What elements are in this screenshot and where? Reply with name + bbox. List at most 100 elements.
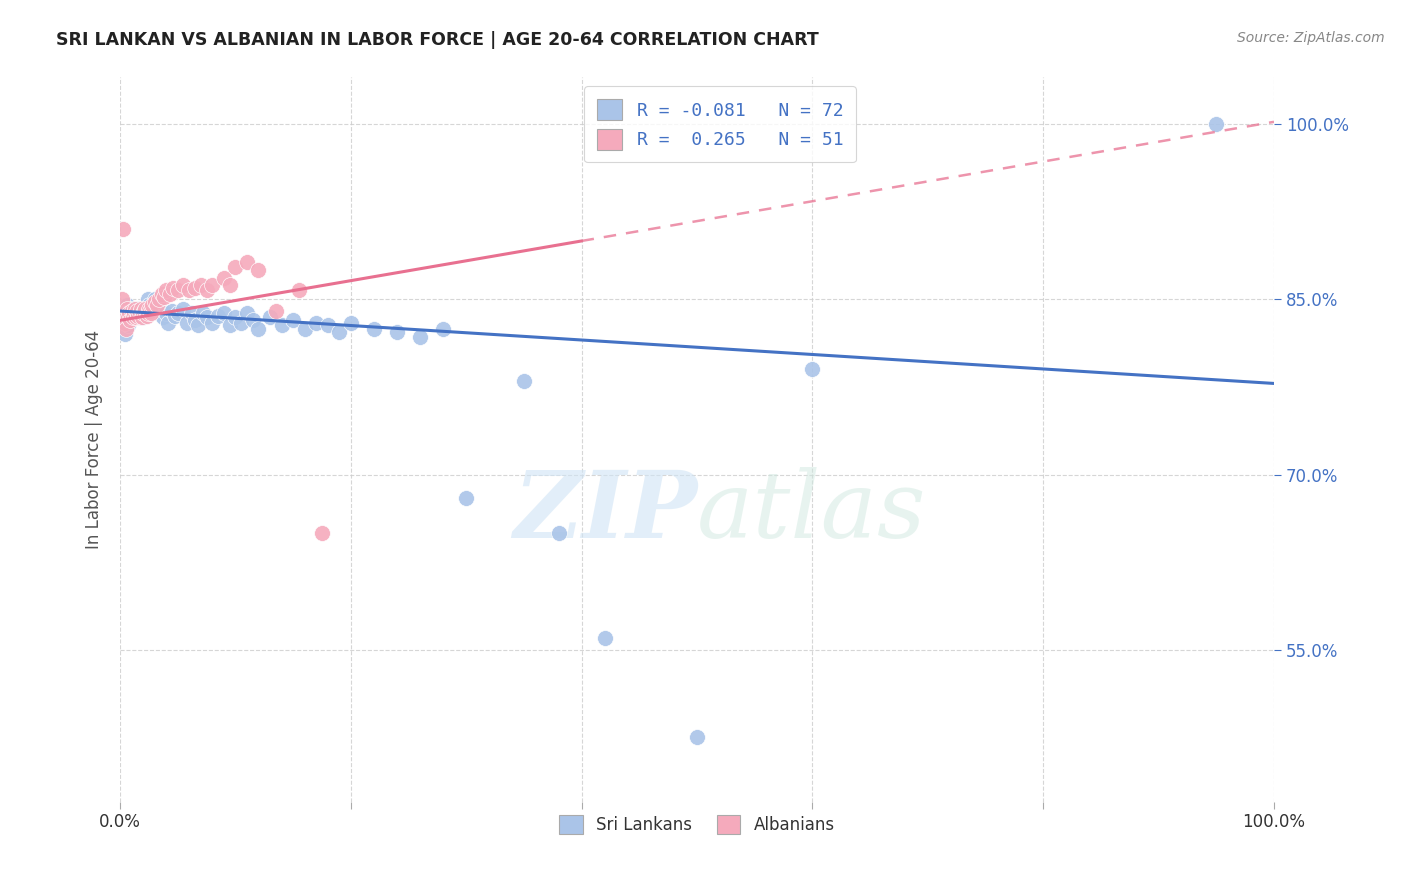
Point	[432, 321, 454, 335]
Point	[288, 283, 311, 297]
Point	[195, 310, 218, 324]
Point	[122, 310, 145, 324]
Point	[218, 318, 240, 332]
Point	[247, 263, 270, 277]
Point	[127, 306, 149, 320]
Point	[155, 283, 177, 297]
Point	[328, 325, 350, 339]
Point	[339, 316, 361, 330]
Point	[129, 304, 152, 318]
Point	[176, 316, 198, 330]
Point	[172, 301, 194, 316]
Point	[131, 310, 153, 324]
Point	[115, 298, 138, 312]
Point	[141, 298, 163, 312]
Point	[316, 318, 339, 332]
Point	[165, 309, 187, 323]
Point	[179, 283, 201, 297]
Point	[134, 301, 156, 316]
Point	[127, 309, 149, 323]
Point	[190, 278, 212, 293]
Point	[124, 304, 146, 318]
Point	[129, 301, 152, 316]
Point	[134, 304, 156, 318]
Point	[122, 306, 145, 320]
Point	[149, 304, 172, 318]
Point	[125, 309, 148, 323]
Point	[259, 310, 281, 324]
Point	[132, 306, 155, 320]
Point	[121, 304, 143, 318]
Point	[115, 301, 138, 316]
Point	[593, 631, 616, 645]
Point	[155, 306, 177, 320]
Point	[139, 304, 162, 318]
Point	[385, 325, 408, 339]
Point	[114, 316, 136, 330]
Point	[148, 293, 170, 307]
Point	[152, 310, 174, 324]
Point	[184, 281, 207, 295]
Point	[547, 525, 569, 540]
Point	[121, 301, 143, 316]
Point	[146, 298, 169, 312]
Point	[112, 222, 135, 236]
Point	[117, 310, 139, 324]
Point	[212, 271, 235, 285]
Point	[686, 731, 709, 745]
Point	[112, 316, 135, 330]
Point	[121, 310, 143, 324]
Point	[114, 321, 136, 335]
Point	[160, 304, 183, 318]
Point	[114, 327, 136, 342]
Point	[131, 306, 153, 320]
Point	[201, 278, 224, 293]
Point	[128, 310, 150, 324]
Point	[184, 313, 207, 327]
Point	[311, 525, 333, 540]
Point	[118, 306, 141, 320]
Point	[124, 301, 146, 316]
Point	[138, 301, 160, 316]
Y-axis label: In Labor Force | Age 20-64: In Labor Force | Age 20-64	[86, 330, 103, 549]
Text: atlas: atlas	[697, 467, 927, 557]
Point	[114, 306, 136, 320]
Point	[120, 306, 142, 320]
Point	[1205, 117, 1227, 131]
Point	[132, 310, 155, 324]
Point	[207, 309, 229, 323]
Point	[305, 316, 328, 330]
Point	[127, 304, 149, 318]
Point	[166, 283, 188, 297]
Point	[236, 306, 259, 320]
Point	[139, 306, 162, 320]
Point	[134, 304, 156, 318]
Point	[127, 301, 149, 316]
Point	[224, 260, 246, 274]
Point	[118, 313, 141, 327]
Point	[247, 321, 270, 335]
Point	[224, 310, 246, 324]
Point	[134, 301, 156, 316]
Point	[139, 306, 162, 320]
Point	[125, 310, 148, 324]
Point	[128, 306, 150, 320]
Point	[143, 294, 166, 309]
Point	[121, 310, 143, 324]
Point	[270, 318, 292, 332]
Point	[153, 290, 176, 304]
Point	[180, 306, 202, 320]
Point	[111, 304, 134, 318]
Point	[117, 310, 139, 324]
Point	[801, 362, 824, 376]
Point	[117, 318, 139, 332]
Point	[212, 306, 235, 320]
Point	[141, 301, 163, 316]
Point	[136, 293, 159, 307]
Point	[201, 316, 224, 330]
Text: SRI LANKAN VS ALBANIAN IN LABOR FORCE | AGE 20-64 CORRELATION CHART: SRI LANKAN VS ALBANIAN IN LABOR FORCE | …	[56, 31, 818, 49]
Point	[138, 298, 160, 312]
Point	[187, 318, 209, 332]
Text: Source: ZipAtlas.com: Source: ZipAtlas.com	[1237, 31, 1385, 45]
Point	[231, 316, 253, 330]
